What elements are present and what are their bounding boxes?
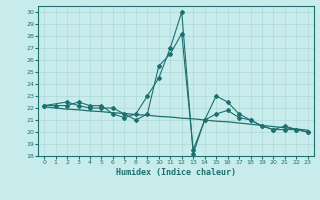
X-axis label: Humidex (Indice chaleur): Humidex (Indice chaleur) bbox=[116, 168, 236, 177]
